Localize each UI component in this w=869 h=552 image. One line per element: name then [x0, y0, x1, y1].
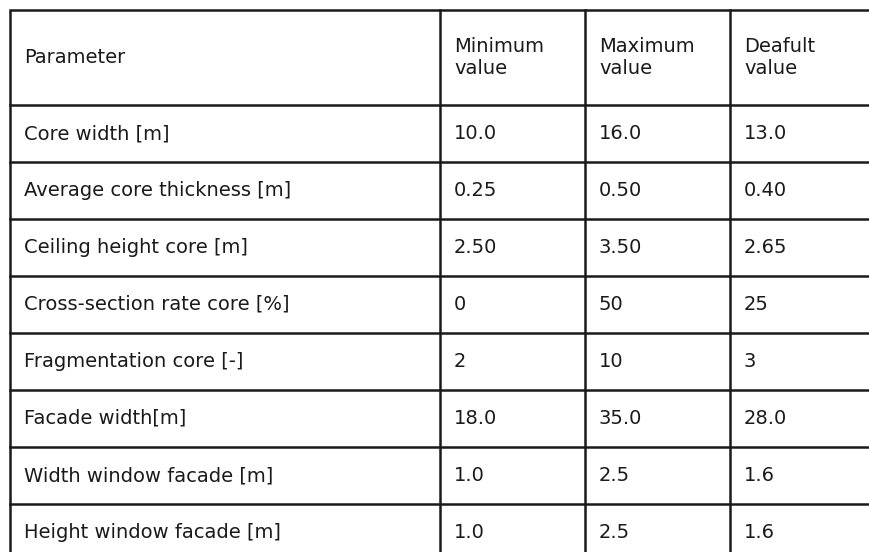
Text: 1.6: 1.6 — [743, 466, 774, 485]
Text: 50: 50 — [599, 295, 623, 314]
Text: Average core thickness [m]: Average core thickness [m] — [24, 181, 291, 200]
Text: 2: 2 — [454, 352, 466, 371]
Text: 25: 25 — [743, 295, 768, 314]
Text: Core width [m]: Core width [m] — [24, 124, 169, 143]
Text: 1.0: 1.0 — [454, 523, 484, 542]
Text: Deafult
value: Deafult value — [743, 36, 814, 78]
Text: 35.0: 35.0 — [599, 409, 641, 428]
Text: 16.0: 16.0 — [599, 124, 641, 143]
Text: 2.5: 2.5 — [599, 523, 629, 542]
Text: Width window facade [m]: Width window facade [m] — [24, 466, 273, 485]
Text: 3: 3 — [743, 352, 755, 371]
Text: 2.50: 2.50 — [454, 238, 497, 257]
Text: Maximum
value: Maximum value — [599, 36, 693, 78]
Text: 0: 0 — [454, 295, 466, 314]
Text: 1.0: 1.0 — [454, 466, 484, 485]
Text: 3.50: 3.50 — [599, 238, 641, 257]
Text: 2.5: 2.5 — [599, 466, 629, 485]
Text: 13.0: 13.0 — [743, 124, 786, 143]
Text: Cross-section rate core [%]: Cross-section rate core [%] — [24, 295, 289, 314]
Text: 10: 10 — [599, 352, 623, 371]
Text: 28.0: 28.0 — [743, 409, 786, 428]
Text: 10.0: 10.0 — [454, 124, 496, 143]
Text: Fragmentation core [-]: Fragmentation core [-] — [24, 352, 243, 371]
Text: Minimum
value: Minimum value — [454, 36, 543, 78]
Text: 0.50: 0.50 — [599, 181, 641, 200]
Text: Facade width[m]: Facade width[m] — [24, 409, 186, 428]
Text: 0.40: 0.40 — [743, 181, 786, 200]
Text: 1.6: 1.6 — [743, 523, 774, 542]
Text: Parameter: Parameter — [24, 48, 125, 67]
Text: 2.65: 2.65 — [743, 238, 786, 257]
Text: 18.0: 18.0 — [454, 409, 497, 428]
Text: Height window facade [m]: Height window facade [m] — [24, 523, 281, 542]
Text: Ceiling height core [m]: Ceiling height core [m] — [24, 238, 248, 257]
Text: 0.25: 0.25 — [454, 181, 497, 200]
